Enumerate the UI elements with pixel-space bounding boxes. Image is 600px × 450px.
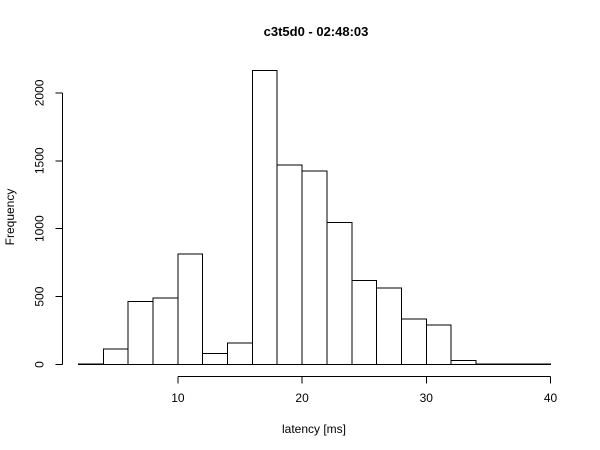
histogram-bar-3 bbox=[152, 297, 179, 366]
histogram-bar-7 bbox=[251, 70, 278, 365]
histogram-bar-13 bbox=[400, 318, 427, 366]
x-tick-label: 30 bbox=[420, 391, 434, 405]
histogram-bars bbox=[78, 70, 552, 366]
histogram-bar-15 bbox=[450, 359, 477, 365]
y-tick-label: 500 bbox=[33, 286, 47, 306]
histogram-bar-0 bbox=[78, 363, 104, 365]
y-axis-label: Frequency bbox=[3, 189, 17, 246]
histogram-bar-10 bbox=[326, 222, 353, 365]
x-axis: 10 20 30 40 bbox=[171, 376, 558, 405]
histogram-bar-4 bbox=[177, 253, 204, 365]
histogram-bar-9 bbox=[301, 170, 328, 365]
y-tick-label: 0 bbox=[33, 361, 47, 368]
histogram-bar-6 bbox=[227, 342, 253, 366]
histogram-bar-1 bbox=[102, 348, 129, 365]
histogram-bar-5 bbox=[202, 353, 229, 366]
histogram-bar-11 bbox=[351, 279, 378, 365]
histogram-bar-16 bbox=[475, 363, 502, 365]
x-axis-label: latency [ms] bbox=[282, 422, 346, 436]
chart-title: c3t5d0 - 02:48:03 bbox=[264, 24, 369, 39]
histogram-bar-2 bbox=[127, 300, 154, 365]
x-tick-label: 20 bbox=[295, 391, 309, 405]
histogram-bar-14 bbox=[425, 324, 452, 365]
x-tick-label: 40 bbox=[544, 391, 558, 405]
histogram-bar-8 bbox=[276, 164, 303, 365]
x-tick-label: 10 bbox=[171, 391, 185, 405]
y-tick-label: 1000 bbox=[33, 215, 47, 242]
y-tick-label: 1500 bbox=[33, 147, 47, 174]
y-tick-label: 2000 bbox=[33, 79, 47, 106]
y-axis: 0 500 1000 1500 2000 bbox=[33, 79, 63, 368]
histogram-bar-12 bbox=[376, 287, 402, 366]
